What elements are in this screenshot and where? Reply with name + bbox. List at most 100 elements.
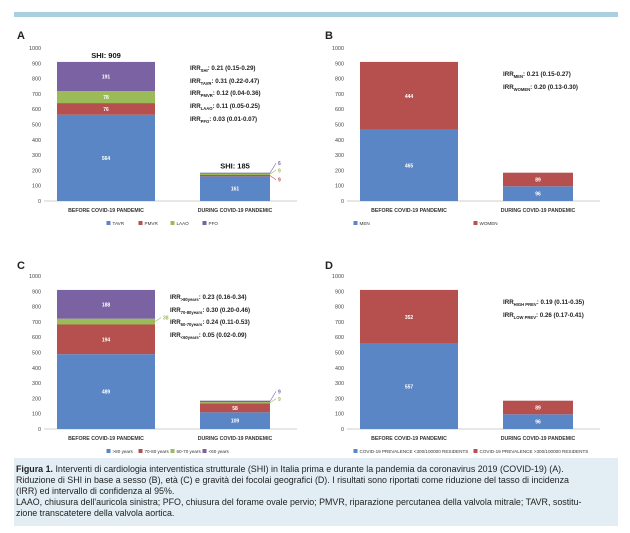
irr-subscript: >80years: [180, 297, 199, 303]
y-tick-label: 200: [32, 396, 41, 402]
irr-label: IRR: [503, 299, 514, 306]
y-tick-label: 500: [335, 351, 344, 357]
data-label: 564: [102, 156, 111, 162]
bar-segment: [360, 61, 458, 130]
irr-label: IRR: [503, 71, 514, 78]
irr-value: : 0.21 (0.15-0.27): [522, 71, 571, 78]
irr-label: IRR: [170, 306, 181, 314]
category-label: BEFORE COVID-19 PANDEMIC: [371, 436, 447, 442]
bar-segment: [57, 91, 155, 104]
panel-a-irr-block: IRRSHI: 0.21 (0.15-0.29) IRRTAVR: 0.31 (0…: [190, 64, 261, 128]
data-label: 9: [278, 389, 281, 395]
irr-subscript: 70-80years: [180, 309, 203, 315]
panel-d-irr-block: IRRHIGH PREV: 0.19 (0.11-0.35) IRRLOW PRE…: [503, 298, 584, 323]
y-tick-label: 700: [32, 320, 41, 326]
panel-c-irr-block: IRR>80years: 0.23 (0.16-0.34) IRR70-80yea…: [170, 293, 250, 344]
legend-label: PFO: [209, 221, 219, 226]
caption-line-1: Figura 1. Interventi di cardiologia inte…: [16, 464, 614, 475]
legend-label: >80 years: [113, 449, 134, 454]
bar-segment: [503, 400, 573, 415]
bar-segment: [57, 114, 155, 201]
y-tick-label: 100: [335, 412, 344, 418]
bar-segment: [200, 172, 270, 174]
panel-c-letter: C: [17, 260, 25, 272]
irr-line: IRRPMVR: 0.12 (0.04-0.36): [190, 89, 261, 102]
category-label: DURING COVID-19 PANDEMIC: [198, 436, 273, 442]
irr-subscript: TAVR: [200, 80, 212, 86]
panel-b-chart: 0 100 200 300 400 500 600 700 800 900 1000 465 444 BE…: [332, 46, 600, 226]
y-tick-label: 700: [335, 320, 344, 326]
irr-subscript: LOW PREV: [513, 314, 536, 320]
caption-line-5: zione transcatetere della valvola aortic…: [16, 508, 175, 518]
legend-swatch: [353, 221, 358, 225]
bar-total-label: SHI: 185: [220, 162, 250, 171]
irr-value: : 0.05 (0.02-0.09): [198, 332, 247, 340]
data-label: 444: [405, 94, 414, 100]
y-tick-label: 900: [335, 61, 344, 67]
y-tick-label: 0: [341, 427, 344, 433]
panel-d-letter: D: [325, 260, 333, 272]
irr-value: : 0.26 (0.17-0.41): [536, 311, 584, 319]
data-label: 557: [405, 384, 414, 390]
data-label: 9: [278, 178, 281, 184]
bar-segment: [57, 318, 155, 325]
caption-line-3: (IRR) ed intervallo di confidenza al 95%…: [16, 486, 175, 496]
y-tick-label: 600: [32, 107, 41, 113]
data-label-leader: [154, 317, 162, 322]
legend-label: COVID-19 PREVALENCE <300/100000 RESIDENT…: [360, 449, 469, 454]
data-label: 6: [278, 161, 281, 167]
irr-subscript: SHI: [200, 68, 208, 74]
category-label: BEFORE COVID-19 PANDEMIC: [68, 208, 144, 214]
data-label: 352: [405, 315, 414, 321]
legend-label: TAVR: [113, 221, 125, 226]
y-tick-label: 700: [335, 92, 344, 98]
data-label: 89: [535, 406, 541, 412]
data-label: 465: [405, 163, 414, 169]
data-label: 188: [102, 302, 111, 308]
y-tick-label: 600: [335, 335, 344, 341]
caption-line-2: Riduzione di SHI in base a sesso (B), et…: [16, 475, 569, 485]
irr-label: IRR: [170, 319, 181, 327]
data-label-leader: [269, 391, 277, 402]
y-tick-label: 500: [32, 351, 41, 357]
irr-label: IRR: [190, 103, 201, 111]
panel-b-letter: B: [325, 30, 333, 42]
category-label: DURING COVID-19 PANDEMIC: [501, 436, 576, 442]
y-tick-label: 400: [32, 366, 41, 372]
y-tick-label: 100: [335, 184, 344, 190]
data-label: 96: [535, 192, 541, 198]
legend-label: MEN: [360, 221, 370, 226]
irr-label: IRR: [190, 115, 201, 123]
legend-swatch: [106, 449, 111, 453]
y-tick-label: 0: [341, 199, 344, 205]
irr-value: : 0.24 (0.11-0.53): [202, 319, 250, 327]
legend-label: WOMEN: [480, 221, 498, 226]
irr-subscript: <60years: [180, 335, 199, 341]
figure-caption: Figura 1. Interventi di cardiologia inte…: [16, 464, 614, 519]
y-tick-label: 1000: [29, 274, 41, 280]
legend-swatch: [473, 221, 478, 225]
y-tick-label: 400: [32, 138, 41, 144]
panel-a-letter: A: [17, 30, 25, 42]
data-label: 161: [231, 187, 240, 193]
data-label: 109: [231, 419, 240, 425]
bar-segment: [360, 343, 458, 429]
bar-segment: [503, 186, 573, 201]
irr-value: : 0.21 (0.15-0.29): [207, 65, 256, 72]
irr-line: IRR>80years: 0.23 (0.16-0.34): [170, 293, 250, 306]
category-label: BEFORE COVID-19 PANDEMIC: [68, 436, 144, 442]
panel-a-chart: 0 100 200 300 400 500 600 700 800 900 1000 564 76 78 1…: [29, 46, 297, 226]
data-label: 58: [232, 406, 238, 412]
legend-label: <60 years: [209, 449, 230, 454]
irr-label: IRR: [170, 332, 181, 340]
data-label: 9: [278, 168, 281, 174]
legend-swatch: [106, 221, 111, 225]
y-tick-label: 300: [335, 153, 344, 159]
bar-segment: [57, 103, 155, 115]
irr-value: : 0.03 (0.01-0.07): [209, 115, 258, 123]
category-label: DURING COVID-19 PANDEMIC: [198, 208, 273, 214]
y-tick-label: 200: [335, 168, 344, 174]
bar-segment: [57, 289, 155, 319]
data-label: 76: [103, 107, 109, 113]
bar-segment: [200, 173, 270, 175]
